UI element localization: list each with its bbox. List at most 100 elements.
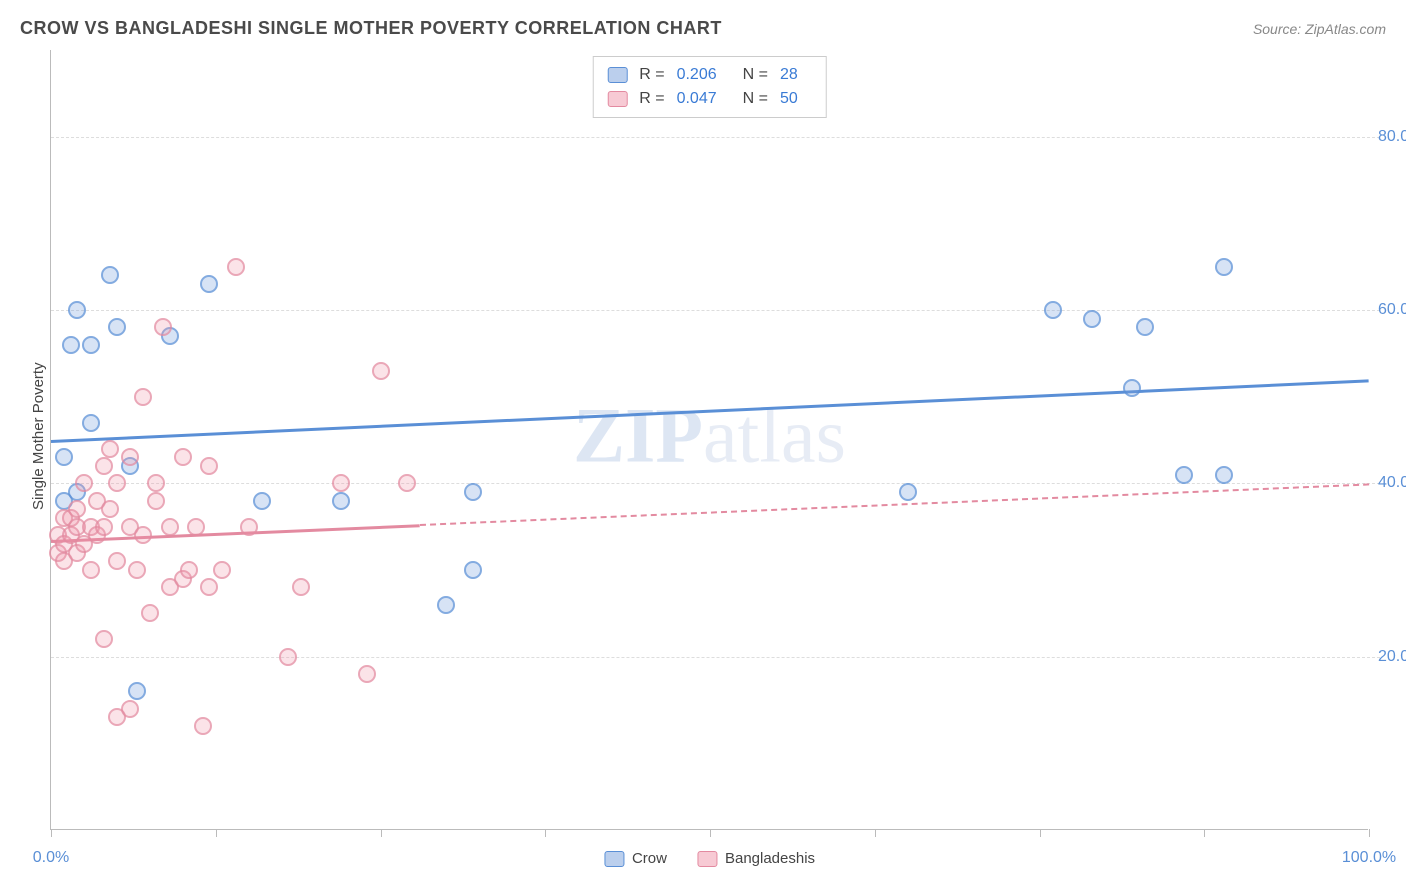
data-point bbox=[358, 665, 376, 683]
gridline bbox=[51, 657, 1380, 658]
y-tick-label: 20.0% bbox=[1378, 648, 1406, 666]
x-tick bbox=[1204, 829, 1205, 837]
data-point bbox=[147, 492, 165, 510]
x-tick bbox=[51, 829, 52, 837]
legend-swatch bbox=[607, 91, 627, 107]
data-point bbox=[134, 526, 152, 544]
data-point bbox=[1215, 258, 1233, 276]
data-point bbox=[240, 518, 258, 536]
data-point bbox=[101, 500, 119, 518]
data-point bbox=[174, 448, 192, 466]
legend-series: Crow Bangladeshis bbox=[604, 850, 815, 867]
data-point bbox=[75, 474, 93, 492]
data-point bbox=[68, 301, 86, 319]
data-point bbox=[82, 336, 100, 354]
data-point bbox=[332, 474, 350, 492]
plot-area: ZIPatlas R =0.206N =28R =0.047N =50 Crow… bbox=[50, 50, 1368, 830]
stat-n-label: N = bbox=[743, 87, 768, 111]
data-point bbox=[154, 318, 172, 336]
y-tick-label: 60.0% bbox=[1378, 301, 1406, 319]
data-point bbox=[82, 414, 100, 432]
x-tick bbox=[1369, 829, 1370, 837]
data-point bbox=[95, 457, 113, 475]
data-point bbox=[1136, 318, 1154, 336]
trend-line bbox=[51, 379, 1369, 443]
x-tick-label: 0.0% bbox=[33, 849, 69, 867]
data-point bbox=[121, 448, 139, 466]
x-tick bbox=[545, 829, 546, 837]
x-tick bbox=[875, 829, 876, 837]
x-tick bbox=[710, 829, 711, 837]
data-point bbox=[62, 336, 80, 354]
data-point bbox=[161, 518, 179, 536]
data-point bbox=[128, 682, 146, 700]
y-tick-label: 40.0% bbox=[1378, 474, 1406, 492]
data-point bbox=[332, 492, 350, 510]
data-point bbox=[180, 561, 198, 579]
data-point bbox=[68, 500, 86, 518]
legend-stats: R =0.206N =28R =0.047N =50 bbox=[592, 56, 827, 118]
data-point bbox=[1083, 310, 1101, 328]
data-point bbox=[200, 457, 218, 475]
data-point bbox=[292, 578, 310, 596]
watermark-bold: ZIP bbox=[573, 391, 703, 478]
y-tick-label: 80.0% bbox=[1378, 128, 1406, 146]
gridline bbox=[51, 483, 1380, 484]
data-point bbox=[82, 561, 100, 579]
legend-stat-row: R = 0.206 N = 28 bbox=[607, 63, 812, 87]
data-point bbox=[1215, 466, 1233, 484]
data-point bbox=[108, 318, 126, 336]
chart-title: CROW VS BANGLADESHI SINGLE MOTHER POVERT… bbox=[20, 18, 722, 39]
data-point bbox=[121, 700, 139, 718]
legend-swatch bbox=[604, 851, 624, 867]
stat-r-label: R = bbox=[639, 63, 664, 87]
data-point bbox=[437, 596, 455, 614]
trend-line bbox=[420, 483, 1369, 526]
data-point bbox=[279, 648, 297, 666]
source-text: Source: ZipAtlas.com bbox=[1253, 21, 1386, 37]
legend-label: Crow bbox=[632, 850, 667, 867]
y-axis-label: Single Mother Poverty bbox=[30, 362, 47, 510]
gridline bbox=[51, 310, 1380, 311]
data-point bbox=[398, 474, 416, 492]
data-point bbox=[55, 448, 73, 466]
legend-item: Crow bbox=[604, 850, 667, 867]
title-bar: CROW VS BANGLADESHI SINGLE MOTHER POVERT… bbox=[20, 18, 1386, 39]
data-point bbox=[95, 518, 113, 536]
x-tick bbox=[216, 829, 217, 837]
data-point bbox=[200, 275, 218, 293]
data-point bbox=[1044, 301, 1062, 319]
stat-r-value: 0.047 bbox=[677, 87, 717, 111]
data-point bbox=[213, 561, 231, 579]
legend-item: Bangladeshis bbox=[697, 850, 815, 867]
stat-n-label: N = bbox=[743, 63, 768, 87]
data-point bbox=[200, 578, 218, 596]
stat-n-value: 28 bbox=[780, 63, 798, 87]
legend-swatch bbox=[697, 851, 717, 867]
data-point bbox=[108, 552, 126, 570]
legend-stat-row: R =0.047N =50 bbox=[607, 87, 812, 111]
data-point bbox=[1123, 379, 1141, 397]
data-point bbox=[128, 561, 146, 579]
x-tick bbox=[381, 829, 382, 837]
data-point bbox=[464, 483, 482, 501]
data-point bbox=[95, 630, 113, 648]
legend-swatch bbox=[607, 67, 627, 83]
data-point bbox=[372, 362, 390, 380]
stat-r-value: 0.206 bbox=[677, 63, 717, 87]
data-point bbox=[134, 388, 152, 406]
watermark: ZIPatlas bbox=[573, 390, 846, 480]
data-point bbox=[187, 518, 205, 536]
x-tick bbox=[1040, 829, 1041, 837]
data-point bbox=[147, 474, 165, 492]
data-point bbox=[108, 474, 126, 492]
data-point bbox=[101, 266, 119, 284]
legend-label: Bangladeshis bbox=[725, 850, 815, 867]
data-point bbox=[101, 440, 119, 458]
gridline bbox=[51, 137, 1380, 138]
data-point bbox=[253, 492, 271, 510]
data-point bbox=[141, 604, 159, 622]
data-point bbox=[194, 717, 212, 735]
data-point bbox=[464, 561, 482, 579]
data-point bbox=[1175, 466, 1193, 484]
